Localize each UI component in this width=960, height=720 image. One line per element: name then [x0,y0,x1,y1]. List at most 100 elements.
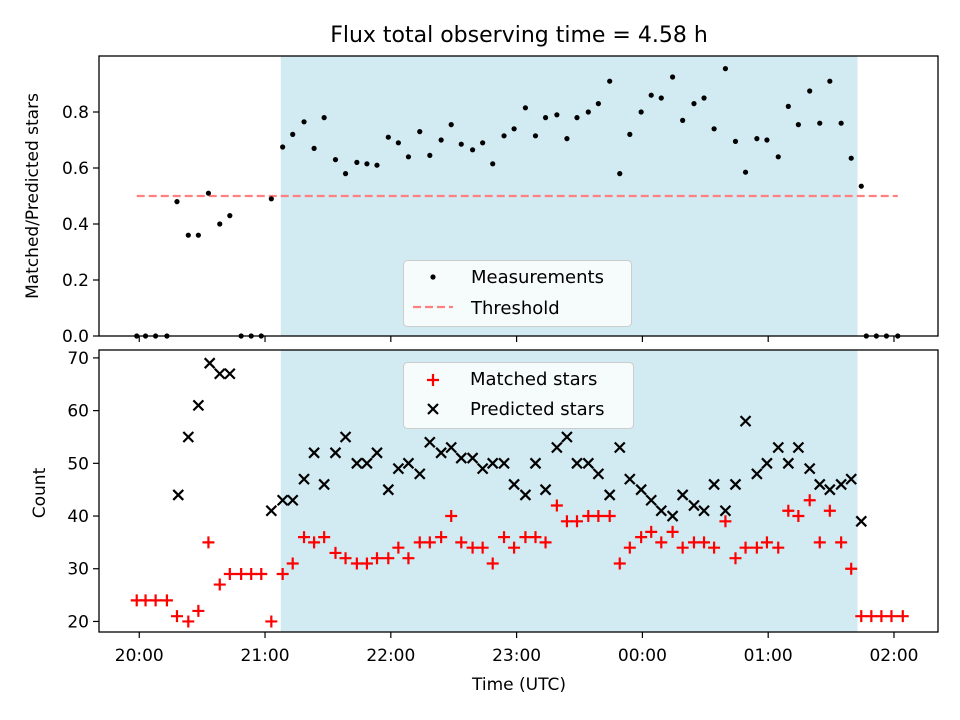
predicted-star-point [435,447,447,459]
bottom-x-axis-ticks: 20:00 21:00 22:00 23:00 00:00 01:00 02:00 [115,632,918,666]
predicted-star-point [318,478,330,491]
predicted-star-point [182,431,195,443]
legend-matched-label: Matched stars [470,369,597,390]
predicted-star-point [339,431,352,443]
measurement-point [532,133,539,139]
measurement-point [669,74,676,80]
measurement-point [321,115,327,121]
predicted-star-point [351,457,363,470]
predicted-star-point [519,489,532,501]
measurement-point [354,159,360,165]
matched-star-point [413,536,426,549]
measurement-point [754,136,760,142]
matched-star-point [666,525,679,538]
measurement-point [174,199,180,205]
measurement-point [742,169,749,175]
predicted-star-point [286,494,299,507]
predicted-star-point [571,457,583,470]
matched-star-point [687,536,700,549]
measurement-point [658,95,664,101]
predicted-star-point [855,515,868,528]
x-axis-label: Time (UTC) [471,675,566,695]
x-tick-label: 20:00 [115,646,164,666]
measurement-point [342,171,349,177]
matched-star-point [476,541,489,554]
matched-star-point [823,504,836,517]
bottom-legend: Matched stars Predicted stars [403,362,634,429]
measurement-point [838,120,844,126]
matched-star-point [539,536,552,549]
x-tick-label: 00:00 [618,646,667,666]
y-tick-label: 20 [67,612,89,632]
y-tick-label: 30 [67,560,89,580]
predicted-star-point [529,457,542,470]
predicted-star-point [361,457,373,470]
matched-star-point [529,531,542,544]
predicted-star-point [824,483,836,496]
matched-star-point [592,510,605,523]
predicted-star-point [635,483,647,496]
predicted-star-point [213,367,226,380]
predicted-star-point [698,504,710,517]
predicted-star-point [655,504,668,517]
measurement-point [701,95,707,101]
measurement-point [595,101,601,107]
measurement-point [311,145,317,151]
matched-star-point [655,536,668,549]
predicted-star-point [508,478,520,491]
matched-star-point [445,510,458,523]
measurement-point [522,105,529,111]
predicted-star-point [539,483,552,496]
x-tick-label: 01:00 [744,646,793,666]
predicted-star-point [803,462,816,475]
matched-star-point [845,562,858,575]
matched-star-point [318,531,331,544]
measurement-point [638,109,644,115]
matched-star-point [170,610,183,623]
measurement-point [438,137,444,143]
legend-threshold-label: Threshold [470,298,560,319]
measurement-point [195,232,201,238]
matched-star-point [613,557,626,570]
measurement-point [775,154,781,160]
matched-star-point [550,499,563,512]
matched-star-point [885,610,898,623]
matched-star-point [255,568,268,581]
predicted-star-point [729,478,742,491]
measurement-point [490,161,496,167]
predicted-star-point [751,468,763,480]
x-tick-label: 23:00 [492,646,541,666]
flux-ratio-panel: Flux total observing time = 4.58 h 0.00.… [23,23,939,347]
measurement-point [217,221,223,227]
measurement-point [807,88,813,94]
matched-star-point [875,610,888,623]
measurement-point [680,117,686,123]
matched-star-point [498,531,511,544]
bottom-y-axis-ticks: 20 30 40 50 60 70 [67,349,99,632]
measurement-point [585,109,591,115]
predicted-star-point [402,457,415,470]
matched-star-point [466,541,479,554]
predicted-star-point [719,504,732,517]
x-tick-label: 22:00 [366,646,415,666]
matched-star-point [865,610,878,623]
predicted-star-point [476,462,489,475]
predicted-star-point [276,494,289,507]
matched-star-point [803,494,816,507]
measurement-point [827,78,833,84]
matched-star-point [139,594,152,607]
matched-star-point [360,557,373,570]
y-tick-label: 70 [67,349,89,369]
measurement-point [301,119,307,125]
matched-star-point [223,568,236,581]
matched-star-point [698,536,711,549]
y-tick-label: 0.4 [62,215,89,235]
predicted-star-point [392,462,405,475]
measurement-point [290,131,296,137]
x-tick-label: 21:00 [241,646,290,666]
predicted-star-point [613,441,626,454]
predicted-star-point [666,510,679,522]
matched-star-point [729,552,742,565]
predicted-star-point [413,468,426,480]
